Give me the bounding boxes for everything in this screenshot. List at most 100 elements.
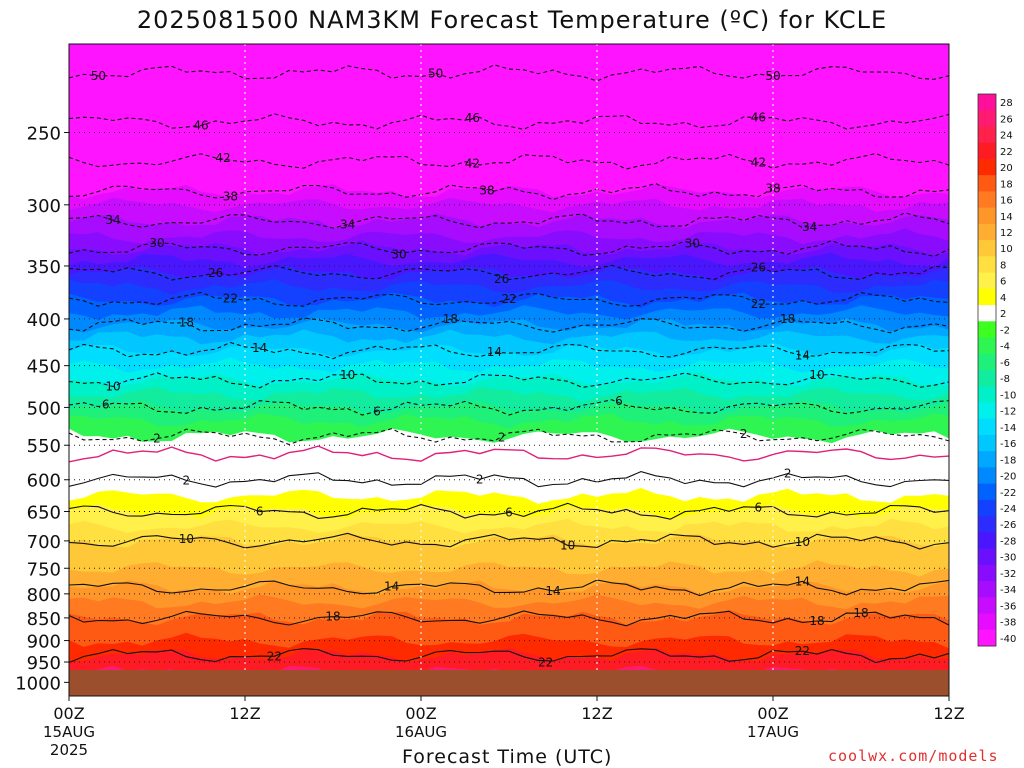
colorbar-label: -34 xyxy=(1000,585,1016,596)
colorbar-label: 14 xyxy=(1000,212,1013,223)
colorbar-label: -2 xyxy=(1000,325,1010,336)
y-tick-label: 900 xyxy=(27,632,61,653)
contour-label: 46 xyxy=(193,118,208,132)
contour-label: 2 xyxy=(476,472,484,486)
colorbar-label: -26 xyxy=(1000,520,1016,531)
ground-fill xyxy=(69,670,949,696)
contour-label: 50 xyxy=(91,69,106,83)
colorbar-label: -38 xyxy=(1000,618,1016,629)
colorbar-label: 8 xyxy=(1000,260,1006,271)
contour-label: 18 xyxy=(780,312,795,326)
contour-label: 46 xyxy=(751,111,766,125)
contour-label: 10 xyxy=(340,368,355,382)
colorbar-label: 16 xyxy=(1000,196,1013,207)
contour-label: 42 xyxy=(751,155,766,169)
x-tick-label: 00Z xyxy=(757,704,788,723)
y-tick-label: 750 xyxy=(27,559,61,580)
colorbar-label: 20 xyxy=(1000,163,1013,174)
colorbar-swatch xyxy=(978,110,996,127)
colorbar-label: 26 xyxy=(1000,114,1013,125)
colorbar-swatch xyxy=(978,581,996,598)
colorbar-swatch xyxy=(978,532,996,550)
colorbar-swatch xyxy=(978,305,996,322)
contour-label: 10 xyxy=(809,368,824,382)
colorbar-swatch xyxy=(978,321,996,339)
contour-label: 50 xyxy=(428,66,443,80)
colorbar-swatch xyxy=(978,272,996,290)
colorbar: 28 26 24 22 20 18 16 14 12 10 8 6 4 2 -2 -4 -6 -8 -10 -12 -1… xyxy=(977,93,1016,647)
contour-label: 6 xyxy=(373,404,381,418)
x-tick-label: 12Z xyxy=(933,704,964,723)
colorbar-label: -28 xyxy=(1000,536,1016,547)
colorbar-swatch xyxy=(978,337,996,355)
colorbar-swatch xyxy=(978,142,996,160)
contour-label: 14 xyxy=(795,574,810,588)
y-tick-label: 550 xyxy=(27,436,61,457)
colorbar-swatch xyxy=(978,629,996,647)
colorbar-label: 6 xyxy=(1000,277,1006,288)
contour-label: 10 xyxy=(560,538,575,552)
colorbar-label: 4 xyxy=(1000,293,1006,304)
contour-label: 50 xyxy=(765,69,780,83)
contour-label: 22 xyxy=(501,292,516,306)
contour-label: 6 xyxy=(256,505,264,519)
x-tick-label: 00Z xyxy=(405,704,436,723)
contour-label: 38 xyxy=(223,190,238,204)
contour-label: 46 xyxy=(465,111,480,125)
contour-label: 30 xyxy=(685,236,700,250)
y-tick-label: 350 xyxy=(27,257,61,278)
colorbar-swatch xyxy=(978,483,996,501)
site-credit-link[interactable]: coolwx.com/models xyxy=(828,747,999,765)
colorbar-label: -6 xyxy=(1000,358,1010,369)
contour-label: 34 xyxy=(802,220,817,234)
contour-line--6 xyxy=(69,399,949,416)
contour-label: 14 xyxy=(545,584,560,598)
y-tick-label: 400 xyxy=(27,310,61,331)
temperature-band--50 xyxy=(69,44,949,81)
x-tick-date: 16AUG xyxy=(395,723,447,741)
contour-label: 30 xyxy=(149,236,164,250)
temperature-band--52 xyxy=(69,44,949,52)
contour-label: 18 xyxy=(809,614,824,628)
colorbar-swatch xyxy=(978,386,996,403)
contour-label: 38 xyxy=(765,182,780,196)
y-tick-label: 300 xyxy=(27,196,61,217)
contour-label: 42 xyxy=(465,156,480,170)
y-tick-label: 500 xyxy=(27,398,61,419)
y-tick-label: 450 xyxy=(27,357,61,378)
x-tick-year: 2025 xyxy=(50,741,88,759)
colorbar-label: 18 xyxy=(1000,179,1013,190)
contour-label: 18 xyxy=(443,312,458,326)
contour-line-22 xyxy=(69,648,949,664)
colorbar-swatch xyxy=(978,499,996,517)
colorbar-swatch xyxy=(978,516,996,533)
contour-label: 2 xyxy=(183,473,191,487)
contour-label: 30 xyxy=(391,247,406,261)
colorbar-label: -14 xyxy=(1000,423,1016,434)
colorbar-swatch xyxy=(978,451,996,468)
colorbar-label: -30 xyxy=(1000,553,1016,564)
colorbar-label: -16 xyxy=(1000,439,1016,450)
freezing-line xyxy=(69,445,949,463)
colorbar-label: -10 xyxy=(1000,390,1016,401)
colorbar-swatch xyxy=(978,370,996,387)
contour-label: 14 xyxy=(252,341,267,355)
colorbar-label: -20 xyxy=(1000,472,1016,483)
x-tick-date: 15AUG xyxy=(43,723,95,741)
colorbar-label: -12 xyxy=(1000,407,1016,418)
colorbar-swatch xyxy=(978,191,996,209)
ground-layer xyxy=(69,670,949,696)
axes: 2503003504004505005506006507007508008509… xyxy=(15,43,965,759)
contour-lines xyxy=(69,64,949,664)
contour-line--50 xyxy=(69,64,949,82)
colorbar-swatch xyxy=(978,564,996,582)
contour-label: 18 xyxy=(325,610,340,624)
contour-line--10 xyxy=(69,372,949,389)
y-tick-label: 800 xyxy=(27,585,61,606)
contour-line--30 xyxy=(69,240,949,257)
contour-line-10 xyxy=(69,532,949,550)
y-tick-label: 650 xyxy=(27,502,61,523)
contour-label: 18 xyxy=(853,606,868,620)
